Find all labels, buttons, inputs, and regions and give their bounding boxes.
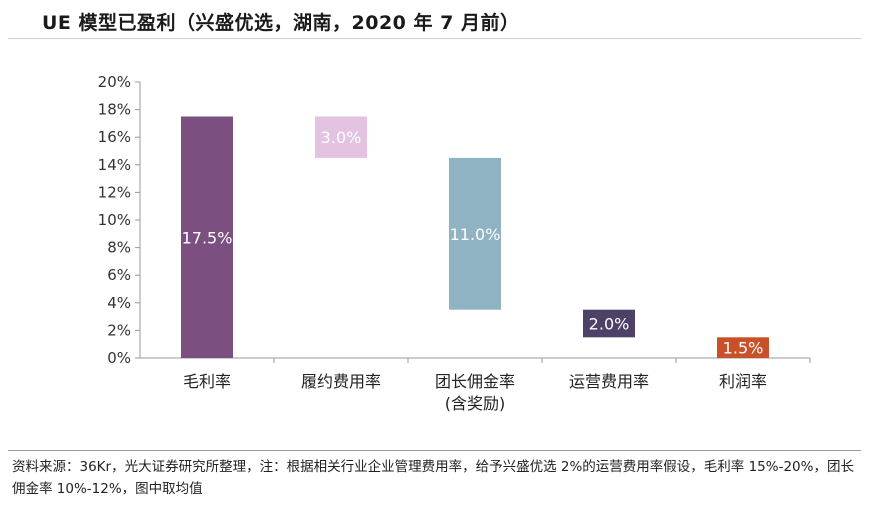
data-label: 1.5% (723, 339, 764, 358)
data-label: 2.0% (589, 315, 630, 334)
y-tick-label: 20% (98, 73, 131, 91)
bar-2 (315, 116, 367, 158)
axis-layer: 0% 2% 4% 6% 8% 10% 12% 14% 16% 18% 20% 毛利率 履约费用率 团长佣金… (98, 73, 811, 413)
y-tick-label: 18% (98, 101, 131, 119)
footer-divider (8, 450, 861, 451)
bar-1 (181, 116, 233, 358)
data-label: 17.5% (182, 228, 233, 247)
waterfall-chart: 0% 2% 4% 6% 8% 10% 12% 14% 16% 18% 20% 毛利率 履约费用率 团长佣金… (98, 73, 811, 413)
y-tick-label: 8% (107, 239, 131, 257)
y-tick-label: 16% (98, 128, 131, 146)
source-note: 资料来源：36Kr，光大证券研究所整理，注：根据相关行业企业管理费用率，给予兴盛… (12, 459, 854, 497)
data-label: 3.0% (321, 128, 362, 147)
labels-layer: 17.5% 3.0% 11.0% 2.0% 1.5% (182, 128, 764, 357)
y-tick-label: 10% (98, 211, 131, 229)
title-divider (8, 38, 861, 39)
y-tick-label: 6% (107, 266, 131, 284)
y-tick-label: 0% (107, 349, 131, 367)
data-label: 11.0% (450, 225, 501, 244)
y-tick-label: 14% (98, 156, 131, 174)
bar-5 (717, 337, 769, 358)
x-category-label: 团长佣金率 (435, 372, 515, 391)
x-category-label: 履约费用率 (301, 372, 381, 391)
y-tick-label: 2% (107, 321, 131, 339)
x-category-label: (含奖励) (445, 394, 506, 413)
y-tick-label: 12% (98, 183, 131, 201)
x-category-label: 毛利率 (183, 372, 231, 391)
y-tick-label: 4% (107, 294, 131, 312)
x-category-label: 运营费用率 (569, 372, 649, 391)
bars-layer (181, 116, 769, 358)
bar-4 (583, 309, 635, 338)
bar-3 (449, 157, 501, 310)
x-category-label: 利润率 (719, 372, 767, 391)
chart-title: UE 模型已盈利（兴盛优选，湖南，2020 年 7 月前） (42, 12, 520, 34)
